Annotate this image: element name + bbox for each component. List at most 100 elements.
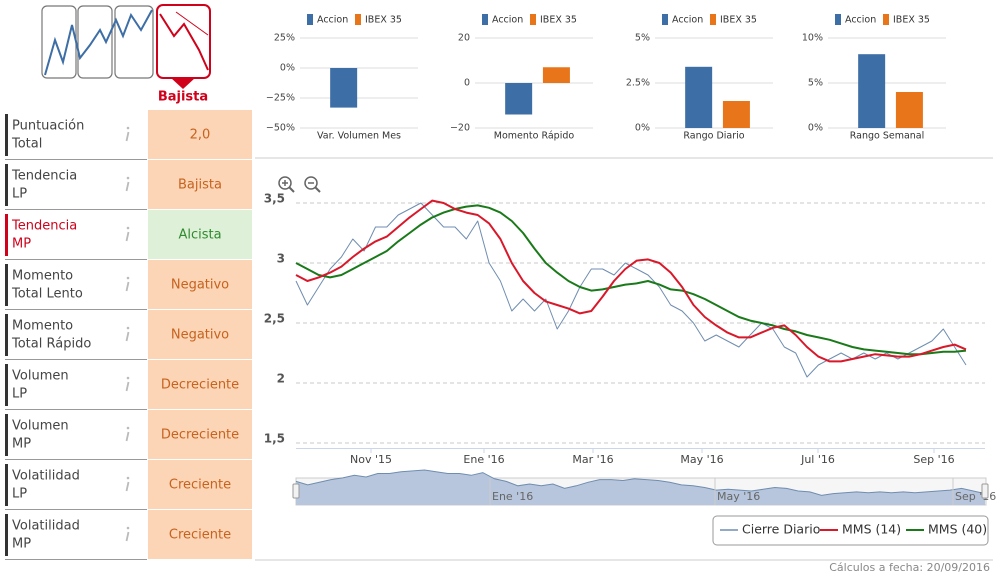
navigator-label: May '16: [717, 490, 760, 503]
row-value: Creciente: [169, 528, 231, 543]
row-label: Tendencia: [11, 219, 77, 234]
navigator-label: Ene '16: [492, 490, 533, 503]
info-icon-dot: [126, 426, 130, 430]
row-label: MP: [12, 437, 31, 452]
row-value: Creciente: [169, 478, 231, 493]
row-label: Volumen: [12, 419, 69, 434]
zoom-out-handle: [314, 186, 321, 193]
zoom-out[interactable]: [304, 176, 318, 190]
x-tick-label: Mar '16: [572, 453, 613, 466]
x-tick-label: Nov '15: [350, 453, 392, 466]
icon-frame: [77, 5, 113, 79]
zoom-in-handle: [288, 186, 295, 193]
category-label: Rango Diario: [683, 131, 744, 142]
info-icon-dot: [126, 126, 130, 130]
navigator-line: [295, 469, 986, 496]
legend-label: IBEX 35: [720, 15, 757, 26]
legend-label: Cierre Diario: [742, 522, 820, 537]
row-marker: [5, 314, 8, 356]
footer-date: Cálculos a fecha: 20/09/2016: [829, 561, 990, 574]
navigator-area: [296, 470, 985, 505]
trend-icon: Bajista: [41, 4, 211, 105]
legend-swatch: [835, 14, 841, 25]
row-value: Alcista: [178, 228, 221, 243]
info-icon: [125, 331, 130, 342]
x-tick-label: Ene '16: [463, 453, 504, 466]
row-label: Volumen: [12, 369, 69, 384]
x-tick-label: Sep '16: [913, 453, 954, 466]
y-tick-label: 0%: [635, 123, 650, 134]
legend-swatch: [530, 14, 536, 25]
row-value: Bajista: [178, 178, 222, 193]
info-icon-dot: [126, 526, 130, 530]
y-tick-label: 0: [464, 78, 470, 89]
legend-label: Accion: [492, 15, 523, 26]
legend-swatch: [355, 14, 361, 25]
legend-label: Accion: [317, 15, 348, 26]
bar: [330, 68, 358, 108]
row-marker: [5, 464, 8, 506]
bar: [505, 83, 533, 115]
row-value-cell: [148, 260, 252, 309]
legend-label: IBEX 35: [540, 15, 577, 26]
icon-line: [159, 13, 209, 71]
row-marker: [5, 514, 8, 556]
bar: [895, 92, 923, 128]
y-tick-label: −25%: [266, 93, 295, 104]
legend-swatch: [710, 14, 716, 25]
info-icon: [125, 531, 130, 542]
y-tick-label: 2.5%: [626, 78, 650, 89]
row-label: LP: [12, 487, 27, 502]
category-label: Rango Semanal: [850, 131, 925, 142]
row-label: Volatilidad: [12, 519, 80, 534]
y-tick-label: 0%: [280, 63, 295, 74]
row-label: Momento: [12, 319, 73, 334]
navigator-handle[interactable]: [981, 483, 989, 499]
row-marker: [5, 414, 8, 456]
legend-swatch: [883, 14, 889, 25]
category-label: Var. Volumen Mes: [317, 131, 401, 142]
legend-label: IBEX 35: [893, 15, 930, 26]
y-tick-label: 10%: [802, 33, 823, 44]
info-icon: [125, 381, 130, 392]
y-tick-label: 2,5: [264, 312, 285, 326]
row-label: Tendencia: [11, 169, 77, 184]
row-value-cell: [148, 510, 252, 559]
row-marker: [5, 214, 8, 256]
bar: [858, 54, 886, 129]
row-label: LP: [12, 187, 27, 202]
row-value-cell: [148, 110, 252, 159]
row-label: Momento: [12, 269, 73, 284]
row-label: Volatilidad: [12, 469, 80, 484]
icon-pointer: [171, 78, 195, 89]
row-label: LP: [12, 387, 27, 402]
row-label: MP: [12, 237, 31, 252]
row-marker: [5, 164, 8, 206]
y-tick-label: −50%: [266, 123, 295, 134]
bar: [722, 101, 750, 128]
bar: [685, 66, 713, 128]
row-marker: [5, 114, 8, 156]
trend-label: Bajista: [158, 90, 208, 105]
row-marker: [5, 264, 8, 306]
legend-swatch: [482, 14, 488, 25]
info-icon: [125, 181, 130, 192]
info-icon: [125, 231, 130, 242]
y-tick-label: −20: [450, 123, 470, 134]
series-line: [295, 199, 967, 363]
zoom-in[interactable]: [278, 176, 292, 190]
y-tick-label: 0%: [808, 123, 823, 134]
y-tick-label: 3,5: [264, 192, 285, 206]
x-tick-label: Jul '16: [800, 453, 835, 466]
info-icon: [125, 281, 130, 292]
y-tick-label: 2: [277, 372, 285, 386]
navigator-handle[interactable]: [292, 483, 300, 499]
row-value: Decreciente: [161, 428, 239, 443]
icon-trend: [175, 11, 209, 36]
row-value: Decreciente: [161, 378, 239, 393]
zoom-controls: [278, 176, 321, 193]
category-label: Momento Rápido: [494, 131, 575, 142]
y-tick-label: 5%: [808, 78, 823, 89]
